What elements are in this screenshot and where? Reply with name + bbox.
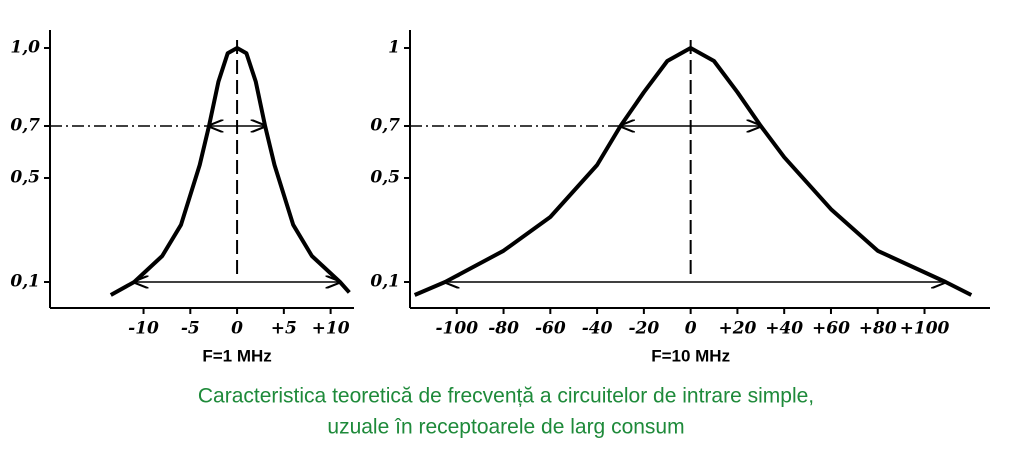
x-tick-label: +10 [312,319,350,339]
y-tick-label: 0,5 [370,168,400,188]
x-tick-label: +40 [765,319,803,339]
y-tick-label: 0,7 [370,116,400,136]
caption: uzuale în receptoarele de larg consum [327,416,684,439]
x-axis-label: F=1 MHz [202,346,271,365]
x-tick-label: +20 [718,319,756,339]
x-tick-label: 0 [685,319,697,339]
curve [413,46,973,297]
y-tick-label: 0,7 [10,116,40,136]
x-tick-label: 0 [231,319,243,339]
x-tick-label: -10 [128,319,159,339]
x-axis-label: F=10 MHz [651,346,730,365]
x-tick-label: +80 [859,319,897,339]
x-tick-label: -40 [582,319,613,339]
y-tick-label: 0,1 [10,272,40,292]
x-tick-label: -100 [436,319,479,339]
x-tick-label: -20 [629,319,660,339]
curve [109,46,351,297]
x-tick-label: -60 [535,319,566,339]
x-tick-label: +100 [900,319,950,339]
y-tick-label: 1 [388,38,400,58]
y-tick-label: 0,5 [10,168,40,188]
y-tick-label: 1,0 [10,38,40,58]
x-tick-label: -80 [488,319,519,339]
x-tick-label: +5 [271,319,297,339]
caption: Caracteristica teoretică de frecvență a … [198,385,814,408]
y-tick-label: 0,1 [370,272,400,292]
x-tick-label: -5 [181,319,200,339]
x-tick-label: +60 [812,319,850,339]
